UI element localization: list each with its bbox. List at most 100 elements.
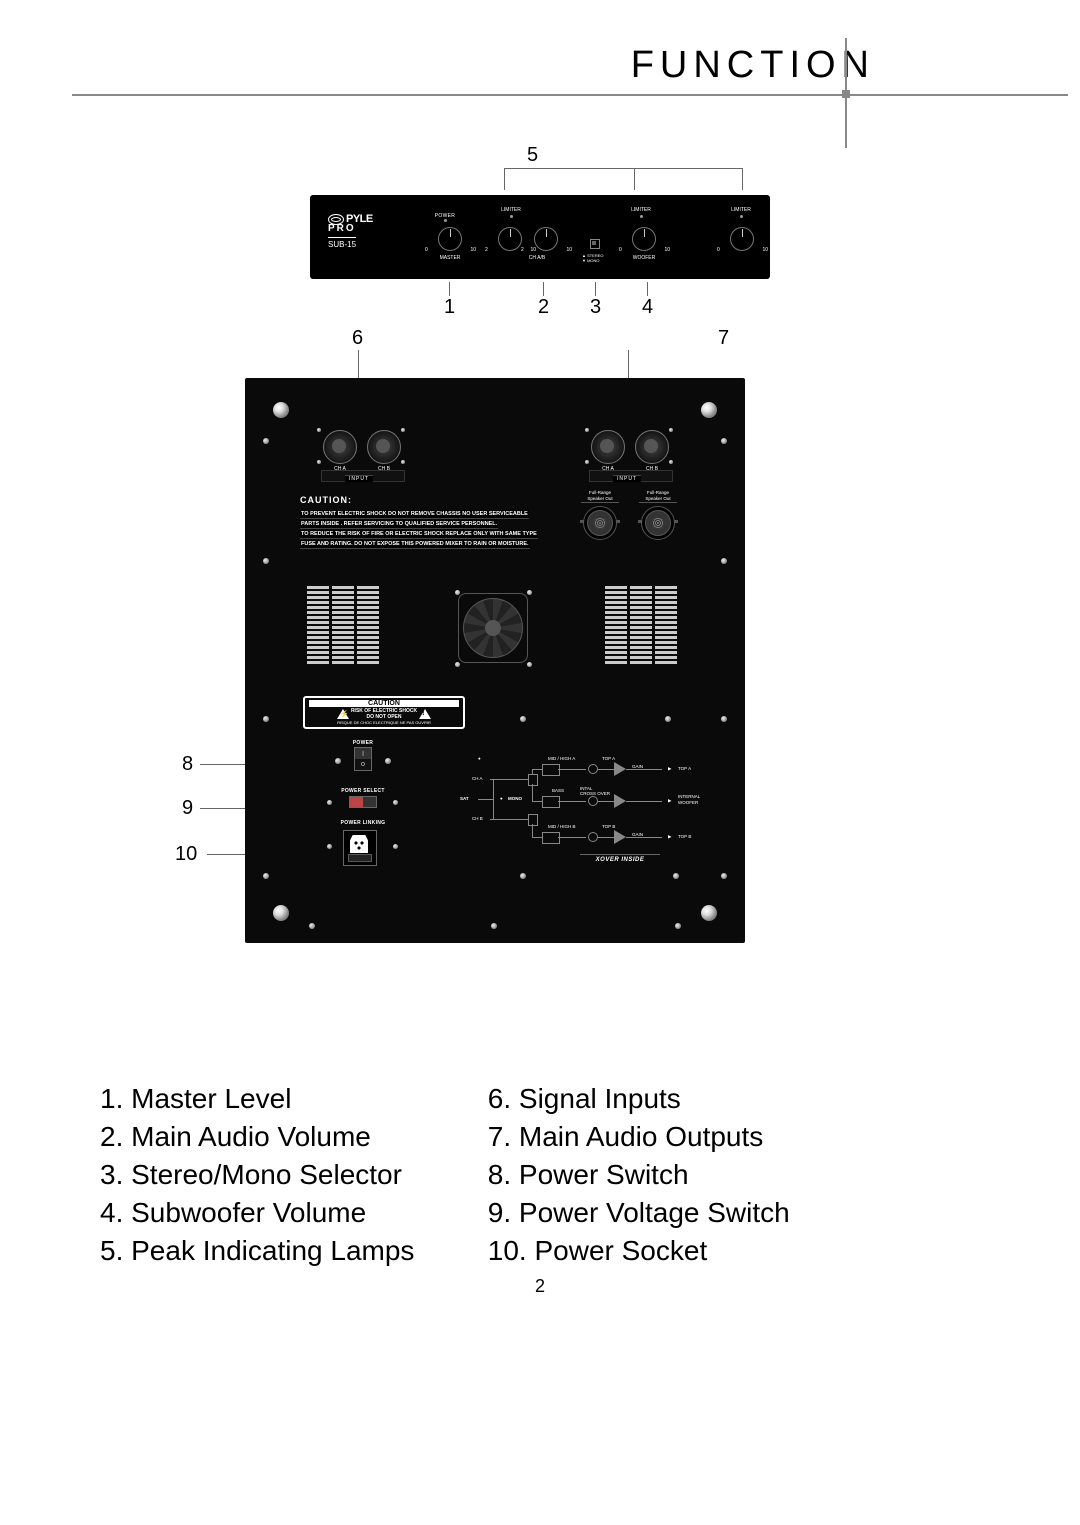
legend-item-1: 1. Master Level — [100, 1080, 480, 1118]
screw-hole — [393, 844, 398, 849]
warning-title: CAUTION — [309, 700, 459, 707]
xover-top-b: TOP B — [602, 824, 615, 829]
power-label: POWER — [343, 740, 383, 746]
power-linking-label: POWER LINKING — [327, 820, 399, 826]
callout-8: 8 — [182, 753, 193, 776]
legend-item-2: 2. Main Audio Volume — [100, 1118, 480, 1156]
logo-icon — [328, 214, 344, 225]
callout-3: 3 — [590, 296, 601, 319]
topa-label: TOP A — [678, 766, 718, 771]
callout-line — [543, 282, 544, 296]
mount-hole — [701, 905, 717, 921]
screw-hole — [721, 558, 727, 564]
power-linking-block: POWER LINKING — [327, 820, 399, 826]
screw-hole — [309, 923, 315, 929]
legend-item-5: 5. Peak Indicating Lamps — [100, 1232, 480, 1270]
screw-hole — [491, 923, 497, 929]
divider-horizontal — [72, 94, 1068, 96]
xover-mid-a: MID / HIGH A — [548, 756, 575, 761]
screw-hole — [327, 844, 332, 849]
vent-column — [605, 586, 627, 664]
amp-icon — [614, 762, 626, 776]
power-socket[interactable] — [343, 830, 377, 866]
topb-label: TOP B — [678, 834, 718, 839]
xlr-output-chb[interactable] — [635, 430, 669, 464]
power-led: POWER — [430, 211, 460, 222]
screw-hole — [721, 873, 727, 879]
vent-column — [307, 586, 329, 664]
legend-item-8: 8. Power Switch — [488, 1156, 888, 1194]
xlr-output-cha[interactable] — [591, 430, 625, 464]
vent-column — [630, 586, 652, 664]
voltage-switch[interactable] — [349, 796, 377, 808]
chb-knob[interactable]: 2 10 CH A/B — [532, 227, 560, 261]
screw-hole — [669, 460, 673, 464]
callout-2: 2 — [538, 296, 549, 319]
legend-item-3: 3. Stereo/Mono Selector — [100, 1156, 480, 1194]
sat-label: SAT — [460, 796, 469, 801]
led-icon — [640, 215, 643, 218]
model-number: SUB-15 — [328, 237, 356, 249]
xlr-input-cha[interactable] — [323, 430, 357, 464]
speakon-label-2: Full-RangeSpeaker Out — [637, 490, 679, 502]
callout-6: 6 — [352, 327, 363, 350]
section-title: FUNCTION — [631, 44, 875, 87]
gain-knob-icon — [588, 764, 598, 774]
callout-line — [647, 282, 648, 296]
callout-line — [504, 168, 505, 190]
caution-title: CAUTION: — [300, 495, 352, 505]
screw-hole — [665, 716, 671, 722]
xover-cha: CH A — [472, 776, 483, 781]
mount-hole — [273, 402, 289, 418]
shock-warning-box: CAUTION ⚡ RISK OF ELECTRIC SHOCK DO NOT … — [303, 696, 465, 729]
scale-min: 0 — [425, 247, 428, 253]
knob-label: MASTER — [436, 255, 464, 261]
vent-column — [357, 586, 379, 664]
callout-10: 10 — [175, 843, 197, 866]
legend-item-4: 4. Subwoofer Volume — [100, 1194, 480, 1232]
power-switch[interactable]: |O — [354, 747, 372, 771]
sum-box — [528, 774, 538, 786]
xlr-input-chb[interactable] — [367, 430, 401, 464]
woofer-knob[interactable]: 0 10 WOOFER — [630, 227, 658, 261]
legend-item-10: 10. Power Socket — [488, 1232, 888, 1270]
output-label: INPUT — [613, 475, 641, 482]
legend-item-7: 7. Main Audio Outputs — [488, 1118, 888, 1156]
screw-hole — [673, 873, 679, 879]
caution-text: TO PREVENT ELECTRIC SHOCK DO NOT REMOVE … — [300, 510, 680, 550]
power-label: POWER — [430, 213, 460, 219]
mount-hole — [701, 402, 717, 418]
screw-hole — [317, 460, 321, 464]
screw-hole — [385, 758, 391, 764]
callout-line — [742, 168, 743, 190]
amp-icon — [614, 794, 626, 808]
master-knob[interactable]: 0 10 MASTER — [436, 227, 464, 261]
fan-screw — [527, 662, 532, 667]
aux-knob[interactable]: 0 10 — [728, 227, 756, 251]
legend-item-9: 9. Power Voltage Switch — [488, 1194, 888, 1232]
input-label: INPUT — [345, 475, 373, 482]
divider — [581, 502, 619, 503]
sum-box — [528, 814, 538, 826]
led-icon — [510, 215, 513, 218]
screw-hole — [401, 460, 405, 464]
cooling-fan — [458, 593, 528, 663]
knob-label: WOOFER — [630, 255, 658, 261]
power-select-label: POWER SELECT — [327, 788, 399, 794]
knob-body — [438, 227, 462, 251]
cooling-vent-right — [605, 586, 677, 664]
callout-7: 7 — [718, 327, 729, 350]
limiter-led-2: LIMITER — [626, 207, 656, 218]
screw-hole — [721, 438, 727, 444]
led-icon — [740, 215, 743, 218]
scale-max: 10 — [470, 247, 476, 253]
callout-1: 1 — [444, 296, 455, 319]
screw-hole — [327, 800, 332, 805]
fan-screw — [527, 590, 532, 595]
cha-knob[interactable]: 2 10 — [496, 227, 524, 251]
screw-hole — [520, 873, 526, 879]
legend-item-6: 6. Signal Inputs — [488, 1080, 888, 1118]
stereo-mono-switch[interactable] — [588, 239, 602, 249]
screw-hole — [675, 923, 681, 929]
speakon-label-1: Full-RangeSpeaker Out — [579, 490, 621, 502]
